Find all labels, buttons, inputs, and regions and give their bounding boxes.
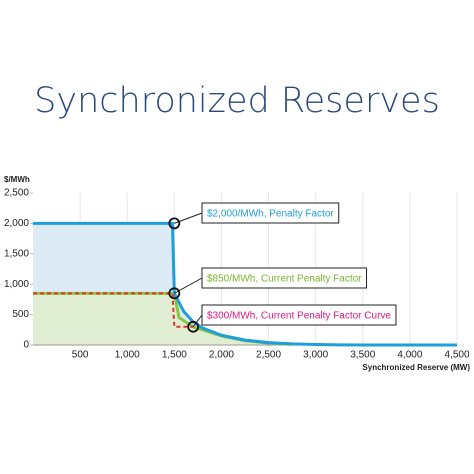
annotation-text: $300/MWh, Current Penalty Factor Curve: [207, 311, 391, 322]
annotation-point: [168, 217, 181, 230]
x-tick-label: 4,000: [397, 350, 422, 361]
y-tick-label: 1,000: [4, 279, 29, 290]
connector: [192, 314, 203, 328]
x-tick-label: 3,500: [350, 350, 375, 361]
annotation-point: [187, 320, 200, 333]
y-tick-label: 2,000: [4, 218, 29, 229]
annotation-box: [201, 267, 368, 289]
series-line: [33, 292, 194, 328]
x-tick-label: 4,500: [444, 350, 469, 361]
annotation-box: [201, 202, 340, 224]
x-tick-label: 1,000: [115, 350, 140, 361]
y-tick-label: 1,500: [4, 248, 29, 259]
annotation-box: [201, 304, 397, 326]
x-tick-label: 2,000: [209, 350, 234, 361]
series-line: [33, 221, 458, 347]
x-tick-label: 1,500: [162, 350, 187, 361]
annotation-text: $2,000/MWh, Penalty Factor: [207, 209, 334, 220]
y-axis-label: $/MWh: [4, 175, 30, 184]
y-tick-label: 2,500: [4, 188, 29, 199]
chart-title: Synchronized Reserves: [34, 81, 440, 121]
y-tick-label: 0: [23, 340, 29, 351]
x-tick-label: 500: [72, 350, 89, 361]
area: [33, 293, 293, 345]
y-tick-label: 500: [12, 309, 29, 320]
annotation-text: $850/MWh, Current Penalty Factor: [207, 274, 362, 285]
x-axis-label: Synchronized Reserve (MW): [362, 363, 470, 372]
x-tick-label: 2,500: [256, 350, 281, 361]
x-tick-label: 3,000: [303, 350, 328, 361]
annotation-point: [168, 287, 181, 300]
